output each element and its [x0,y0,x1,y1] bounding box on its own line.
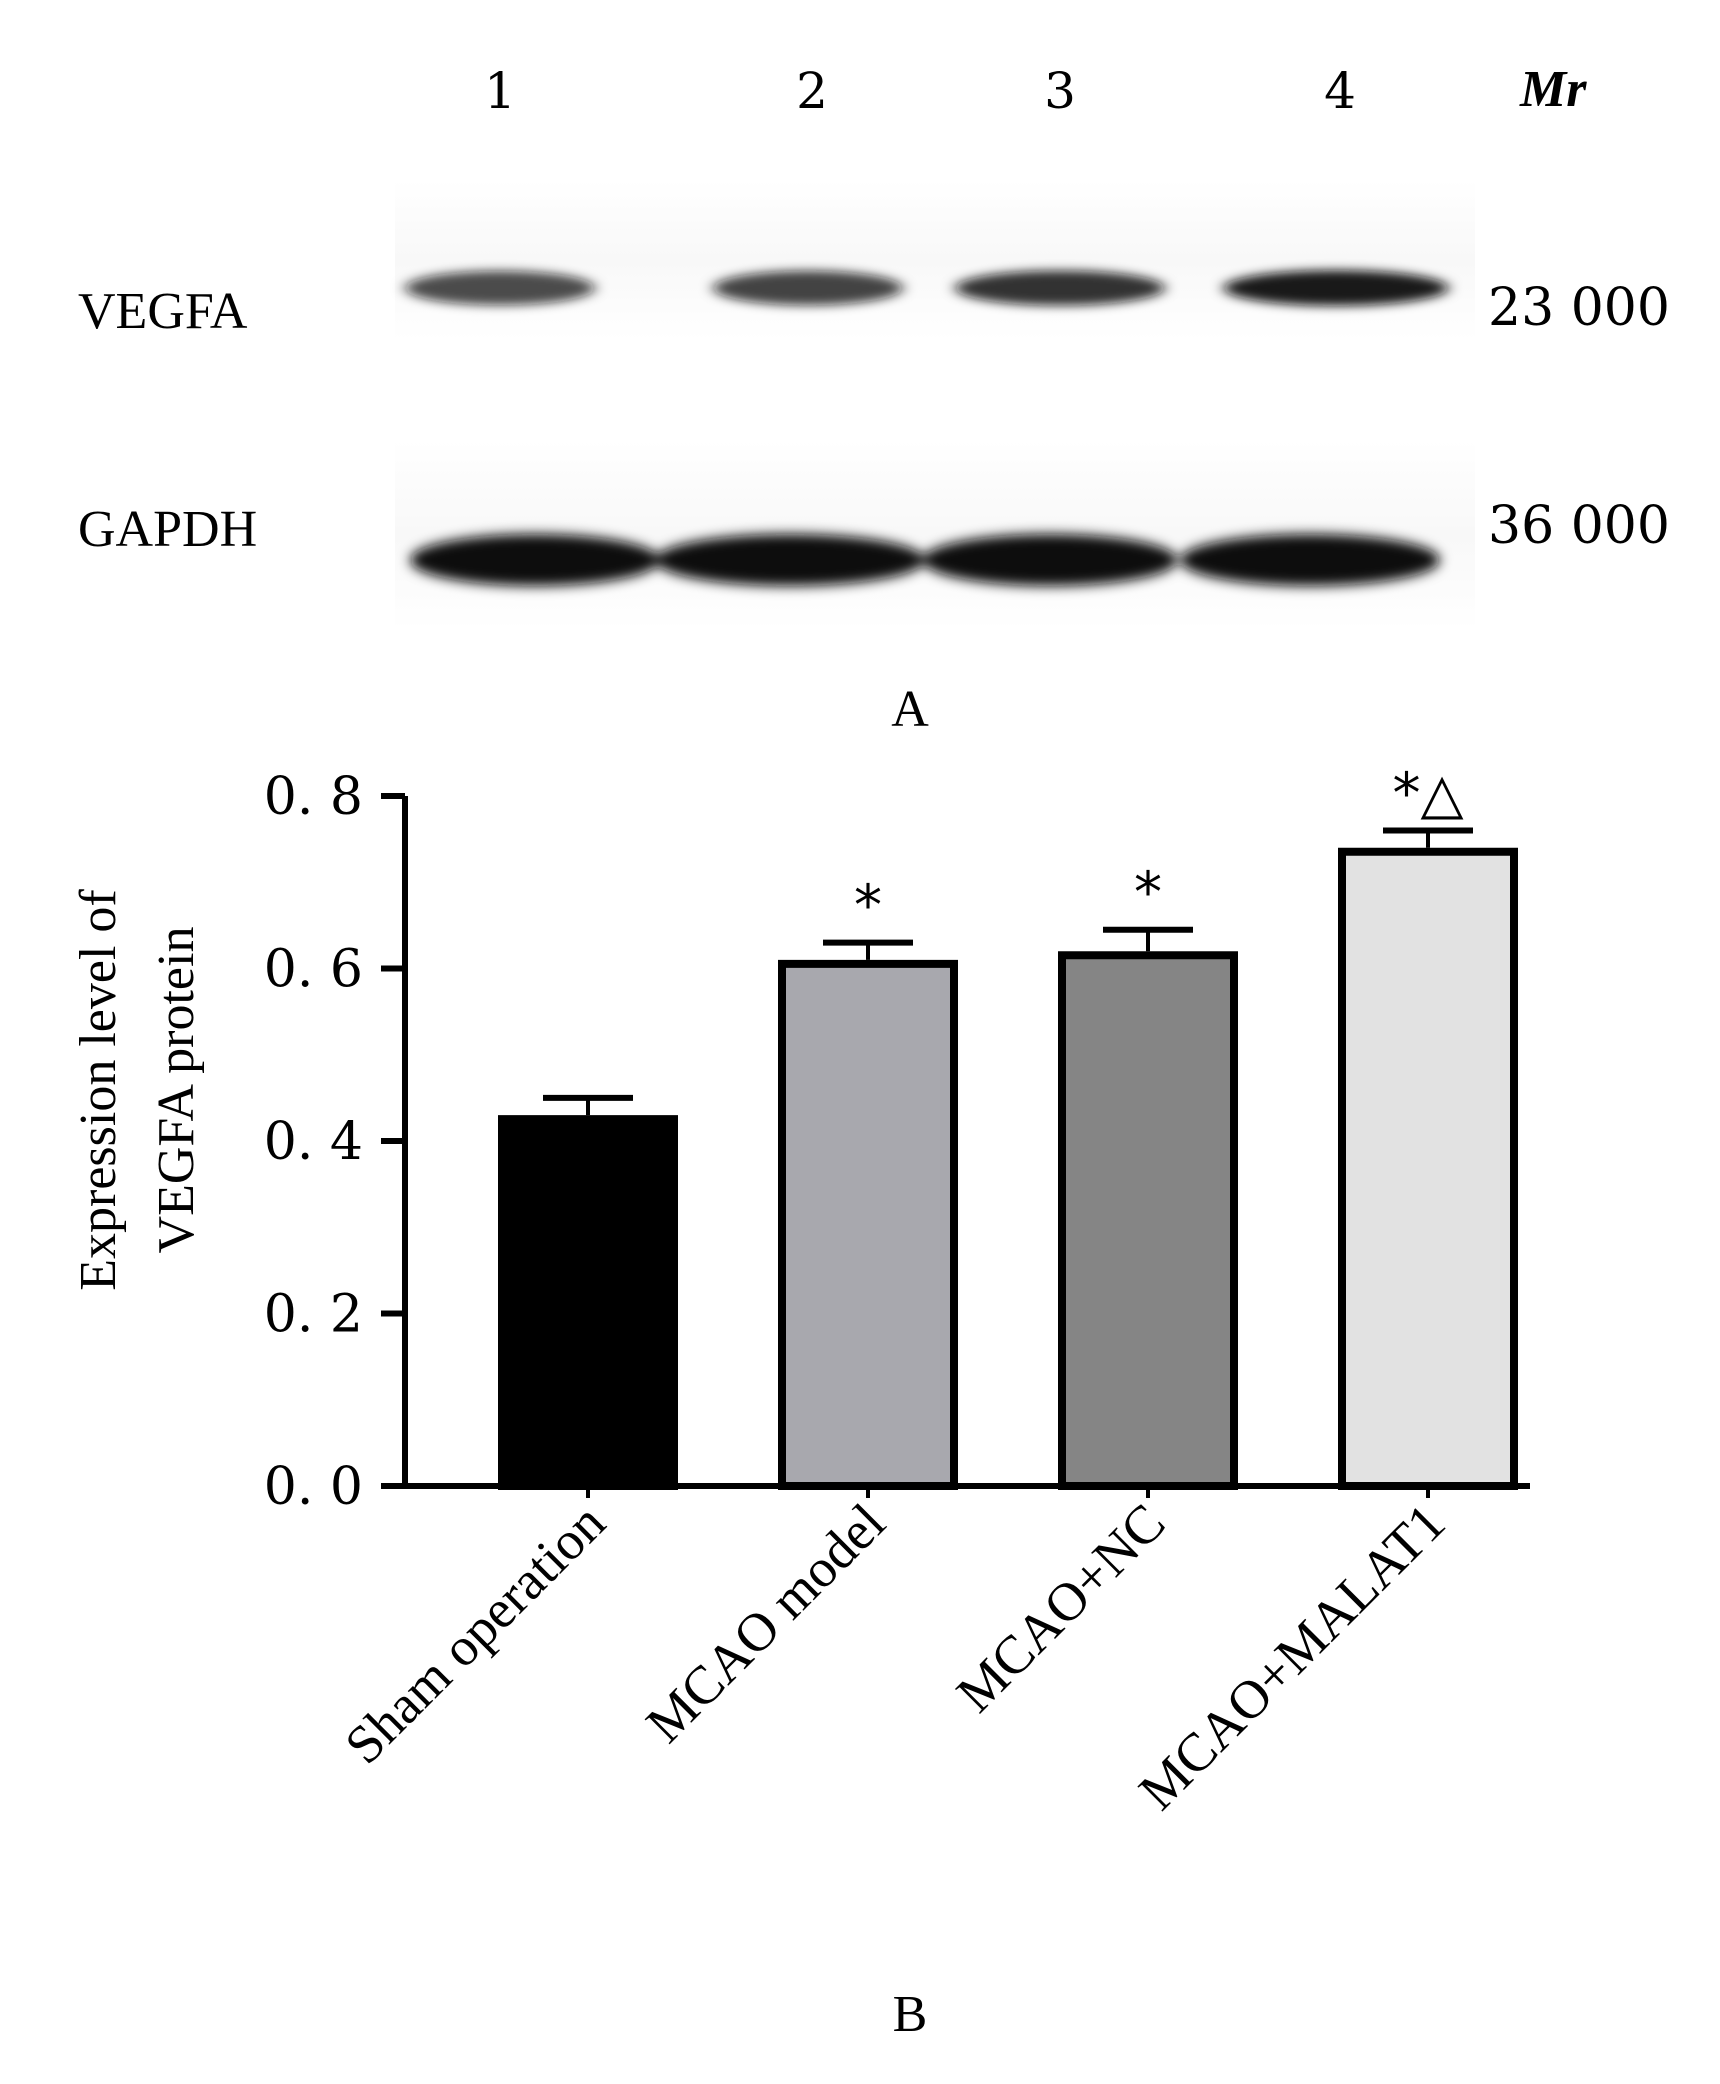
x-tick-label-1: Sham operation [333,1492,616,1775]
mr-label: Mr [1520,61,1587,118]
lane-number-4: 4 [1324,62,1356,120]
bar-3 [1058,951,1238,1490]
mw-label-gapdh: 36 000 [1488,496,1670,556]
y-tick-label: 0. 4 [264,1112,363,1172]
vegfa-band [713,270,903,306]
bar-1 [498,1115,678,1490]
lane-number-2: 2 [796,62,828,120]
gapdh-band [410,534,660,586]
mw-label-vegfa: 23 000 [1488,278,1670,338]
vegfa-band [405,270,595,306]
gapdh-band [655,534,925,586]
x-tick-label-4: MCAO+MALAT1 [1127,1492,1456,1821]
lane-number-3: 3 [1044,62,1076,120]
significance-mark-3: * [1134,861,1162,926]
error-bar-1 [543,1094,633,1116]
bar-2 [778,959,958,1490]
significance-mark-4: *△ [1392,762,1463,827]
band-label-gapdh: GAPDH [78,501,258,558]
error-bar-2 [823,939,913,960]
error-bar-3 [1103,926,1193,952]
band-label-vegfa: VEGFA [78,283,248,340]
gapdh-band [922,534,1178,586]
vegfa-band [1223,270,1449,306]
gapdh-band [1180,534,1440,586]
y-tick-label: 0. 0 [264,1457,363,1517]
significance-mark-2: * [854,874,882,939]
x-tick-label-2: MCAO model [635,1492,897,1754]
lane-number-1: 1 [484,62,516,120]
panel-label-a: A [891,681,929,738]
y-tick-label: 0. 8 [264,767,363,827]
vegfa-band [955,270,1165,306]
panel-label-b: B [892,1986,928,2043]
western-blot-image [395,180,1475,630]
error-bar-4 [1383,827,1473,848]
y-tick-label: 0. 2 [264,1285,363,1345]
x-tick-label-3: MCAO+NC [945,1492,1177,1724]
bar-4 [1338,847,1518,1490]
y-tick-label: 0. 6 [264,940,363,1000]
